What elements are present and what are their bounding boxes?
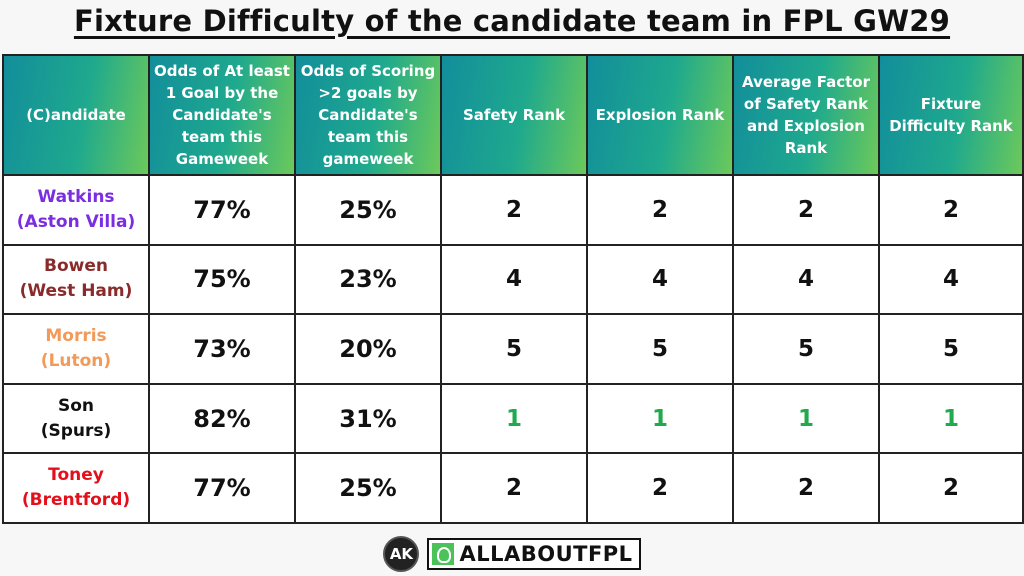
- safety-rank-cell: 1: [440, 382, 588, 455]
- odds-two-goals-cell: 25%: [294, 452, 442, 524]
- average-factor-cell: 5: [732, 313, 880, 385]
- candidate-name: Morris: [45, 325, 107, 346]
- header-odds-one-goal: Odds of At least 1 Goal by the Candidate…: [148, 54, 296, 176]
- candidate-team: (Spurs): [40, 420, 112, 441]
- footer-branding: AK ALLABOUTFPL: [0, 534, 1024, 574]
- header-candidate: (C)andidate: [2, 54, 150, 176]
- page-title: Fixture Difficulty of the candidate team…: [73, 4, 951, 38]
- candidate-cell: Son (Spurs): [2, 382, 150, 455]
- odds-one-goal-cell: 77%: [148, 174, 296, 246]
- fixture-difficulty-cell: 2: [878, 174, 1024, 246]
- safety-rank-cell: 4: [440, 243, 588, 316]
- table-row: Bowen (West Ham) 75% 23% 4 4 4 4: [2, 243, 1024, 316]
- candidate-team: (Brentford): [21, 490, 131, 511]
- average-factor-cell: 4: [732, 243, 880, 316]
- candidate-team: (Luton): [40, 350, 112, 371]
- table-row: Toney (Brentford) 77% 25% 2 2 2 2: [2, 452, 1024, 524]
- candidate-cell: Toney (Brentford): [2, 452, 150, 524]
- candidate-name: Bowen: [44, 256, 108, 277]
- header-odds-two-goals: Odds of Scoring >2 goals by Candidate's …: [294, 54, 442, 176]
- average-factor-cell: 1: [732, 382, 880, 455]
- table-header-row: (C)andidate Odds of At least 1 Goal by t…: [2, 54, 1024, 176]
- average-factor-cell: 2: [732, 452, 880, 524]
- average-factor-cell: 2: [732, 174, 880, 246]
- candidate-cell: Watkins (Aston Villa): [2, 174, 150, 246]
- explosion-rank-cell: 5: [586, 313, 734, 385]
- odds-one-goal-cell: 77%: [148, 452, 296, 524]
- table-row: Son (Spurs) 82% 31% 1 1 1 1: [2, 382, 1024, 455]
- odds-two-goals-cell: 20%: [294, 313, 442, 385]
- odds-two-goals-cell: 23%: [294, 243, 442, 316]
- fixture-difficulty-cell: 2: [878, 452, 1024, 524]
- header-explosion-rank: Explosion Rank: [586, 54, 734, 176]
- candidate-cell: Bowen (West Ham): [2, 243, 150, 316]
- odds-two-goals-cell: 31%: [294, 382, 442, 455]
- candidate-name: Watkins: [37, 186, 115, 207]
- allaboutfpl-logo: ALLABOUTFPL: [427, 538, 641, 570]
- candidate-name: Toney: [48, 465, 104, 486]
- explosion-rank-cell: 2: [586, 174, 734, 246]
- explosion-rank-cell: 4: [586, 243, 734, 316]
- fixture-difficulty-cell: 5: [878, 313, 1024, 385]
- explosion-rank-cell: 2: [586, 452, 734, 524]
- safety-rank-cell: 2: [440, 174, 588, 246]
- candidate-name: Son: [57, 395, 95, 416]
- safety-rank-cell: 5: [440, 313, 588, 385]
- candidate-cell: Morris (Luton): [2, 313, 150, 385]
- table-row: Morris (Luton) 73% 20% 5 5 5 5: [2, 313, 1024, 385]
- fixture-difficulty-table: (C)andidate Odds of At least 1 Goal by t…: [2, 54, 1024, 524]
- fixture-difficulty-cell: 1: [878, 382, 1024, 455]
- fixture-difficulty-cell: 4: [878, 243, 1024, 316]
- explosion-rank-cell: 1: [586, 382, 734, 455]
- candidate-team: (West Ham): [19, 281, 133, 302]
- brand-name: ALLABOUTFPL: [459, 542, 633, 566]
- header-fixture-difficulty: Fixture Difficulty Rank: [878, 54, 1024, 176]
- odds-two-goals-cell: 25%: [294, 174, 442, 246]
- odds-one-goal-cell: 73%: [148, 313, 296, 385]
- header-average-factor: Average Factor of Safety Rank and Explos…: [732, 54, 880, 176]
- table-row: Watkins (Aston Villa) 77% 25% 2 2 2 2: [2, 174, 1024, 246]
- header-safety-rank: Safety Rank: [440, 54, 588, 176]
- odds-one-goal-cell: 75%: [148, 243, 296, 316]
- candidate-team: (Aston Villa): [16, 211, 136, 232]
- ak-logo: AK: [383, 536, 420, 572]
- safety-rank-cell: 2: [440, 452, 588, 524]
- odds-one-goal-cell: 82%: [148, 382, 296, 455]
- football-pitch-icon: [432, 543, 455, 565]
